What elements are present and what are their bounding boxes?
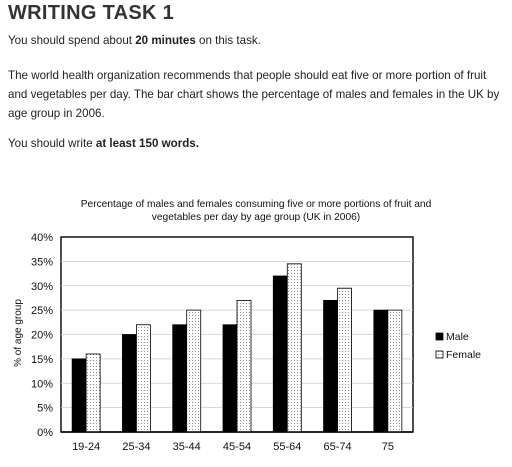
chart-title-line2: vegetables per day by age group (UK in 2…	[152, 212, 360, 223]
time-instruction: You should spend about 20 minutes on thi…	[8, 31, 504, 50]
bar-female	[85, 353, 101, 433]
x-tick-label: 45-54	[223, 441, 251, 453]
bar-male	[71, 358, 87, 433]
y-tick-label: 15%	[31, 354, 53, 366]
x-tick-label: 19-24	[72, 441, 100, 453]
x-tick-label: 55-64	[273, 441, 301, 453]
task-title: WRITING TASK 1	[8, 2, 175, 24]
chart-legend: Male Female	[435, 331, 481, 361]
bar-female	[236, 299, 252, 433]
words-prefix: You should write	[8, 137, 96, 150]
y-tick-label: 30%	[31, 281, 53, 293]
chart-title-line1: Percentage of males and females consumin…	[81, 199, 432, 210]
bar-male	[323, 299, 338, 433]
y-tick-label: 35%	[31, 256, 53, 268]
legend-label-male: Male	[446, 331, 469, 343]
x-tick-label: 65-74	[324, 441, 352, 453]
y-tick-label: 40%	[31, 232, 53, 244]
time-bold: 20 minutes	[135, 34, 196, 47]
word-instruction: You should write at least 150 words.	[8, 134, 504, 153]
bar-chart: Percentage of males and females consumin…	[13, 199, 481, 453]
task-prompt: The world health organization recommends…	[8, 69, 500, 120]
x-tick-label: 75	[382, 441, 394, 453]
legend-swatch-male	[435, 332, 444, 341]
plot-area: 0% 5% 10% 15% 20% 25% 30% 35% 40% 19-24 25-34 35-44…	[31, 232, 414, 453]
y-tick-label: 10%	[31, 378, 53, 390]
bar-male	[172, 324, 188, 433]
bar-female	[387, 309, 403, 433]
words-bold: at least 150 words.	[95, 137, 199, 150]
bar-female	[337, 287, 352, 433]
bar-male	[122, 334, 137, 433]
legend-label-female: Female	[446, 349, 481, 361]
legend-swatch-female	[435, 350, 444, 359]
chart-container: Percentage of males and females consumin…	[8, 188, 504, 462]
time-suffix: on this task.	[195, 34, 261, 47]
bar-female	[286, 263, 302, 433]
y-tick-label: 0%	[37, 427, 53, 439]
x-tick-label: 25-34	[122, 441, 150, 453]
bar-female	[136, 324, 151, 433]
x-tick-label: 35-44	[173, 441, 201, 453]
bar-male	[373, 309, 389, 433]
y-tick-label: 5%	[37, 403, 53, 415]
time-prefix: You should spend about	[8, 34, 136, 47]
y-tick-label: 25%	[31, 305, 53, 317]
bar-male	[272, 275, 288, 433]
y-tick-label: 20%	[31, 330, 53, 342]
bar-female	[186, 309, 202, 433]
y-axis-label: % of age group	[13, 299, 24, 367]
bar-male	[222, 324, 238, 433]
